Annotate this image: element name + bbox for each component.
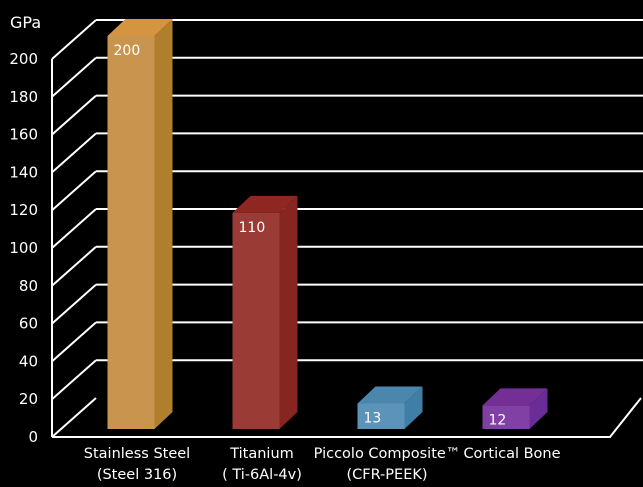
bar bbox=[107, 36, 155, 429]
gridline-diagonal bbox=[51, 170, 97, 211]
bar-side bbox=[154, 19, 173, 429]
bars-layer bbox=[107, 19, 548, 429]
bar-side bbox=[529, 388, 548, 429]
bar-value-label: 13 bbox=[364, 410, 382, 426]
y-tick-label: 40 bbox=[19, 352, 38, 370]
y-tick-label: 140 bbox=[9, 163, 38, 181]
y-tick-label: 0 bbox=[28, 428, 38, 446]
y-tick-label: 120 bbox=[9, 201, 38, 219]
gridline-diagonal bbox=[51, 359, 97, 400]
bar-top bbox=[357, 386, 423, 404]
category-label: (CFR-PEEK) bbox=[346, 467, 427, 483]
y-tick-label: 160 bbox=[9, 126, 38, 144]
y-tick-label: 100 bbox=[9, 239, 38, 257]
bar bbox=[482, 405, 530, 429]
bar-top bbox=[107, 19, 173, 36]
y-tick-label: 180 bbox=[9, 88, 38, 106]
category-label: Piccolo Composite™ bbox=[314, 446, 461, 462]
y-tick-label: 60 bbox=[19, 315, 38, 333]
gridline-diagonal bbox=[51, 57, 97, 98]
gridline-diagonal bbox=[51, 94, 97, 136]
bar-side bbox=[279, 195, 298, 429]
y-tick-label: 20 bbox=[19, 390, 38, 408]
y-tick-label: 200 bbox=[9, 50, 38, 68]
y-axis-unit-label: GPa bbox=[10, 13, 41, 32]
category-label: Titanium bbox=[229, 446, 294, 462]
gridline-diagonal bbox=[51, 208, 97, 249]
bar-value-label: 110 bbox=[239, 220, 266, 236]
floor-edge bbox=[52, 397, 642, 438]
bar-side bbox=[404, 386, 423, 429]
category-label: (Steel 316) bbox=[97, 467, 177, 483]
category-label: ( Ti-6Al-4v) bbox=[222, 467, 302, 483]
grid-layer bbox=[51, 19, 643, 438]
bar-top bbox=[232, 195, 298, 213]
category-label: Stainless Steel bbox=[84, 446, 190, 462]
bar-value-label: 12 bbox=[489, 412, 507, 428]
bar-top bbox=[482, 388, 548, 406]
gridline-diagonal bbox=[51, 283, 97, 325]
bar bbox=[232, 212, 280, 429]
gridline-diagonal bbox=[51, 246, 97, 287]
labels-layer: 0 20 40 60 80 100 120 140 160 180 200 GPa 200 Stainle… bbox=[9, 13, 560, 483]
gridline-diagonal bbox=[51, 19, 97, 60]
category-label: Cortical Bone bbox=[463, 446, 560, 462]
bar-value-label: 200 bbox=[114, 43, 141, 59]
gridline-diagonal bbox=[51, 321, 97, 363]
bar bbox=[357, 403, 405, 429]
floor-left-edge bbox=[51, 397, 97, 438]
gridline-diagonal bbox=[51, 132, 97, 174]
y-tick-label: 80 bbox=[19, 277, 38, 295]
